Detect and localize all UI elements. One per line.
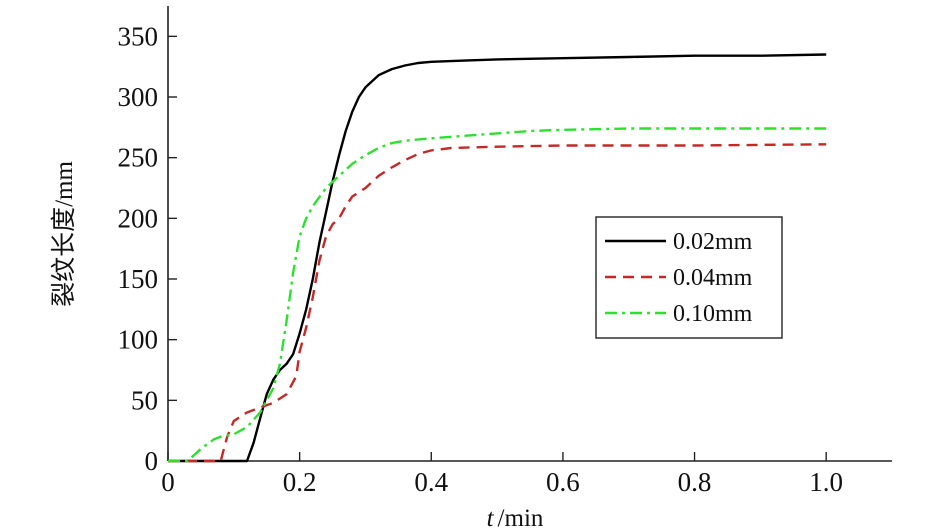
y-tick-label: 300 <box>118 82 159 112</box>
x-tick-label: 0.2 <box>283 467 317 497</box>
y-tick-label: 200 <box>118 203 159 233</box>
y-tick-label: 350 <box>118 21 159 51</box>
series-line-0 <box>168 53 827 463</box>
legend-label-2: 0.10mm <box>673 301 753 327</box>
series-line-2 <box>168 127 827 463</box>
y-tick-label: 0 <box>145 446 159 476</box>
legend-label-1: 0.04mm <box>673 265 753 291</box>
series-line-1 <box>168 143 827 463</box>
legend-label-0: 0.02mm <box>673 229 753 255</box>
x-tick-label: 0 <box>161 467 175 497</box>
series-group <box>168 53 827 463</box>
x-tick-label: 0.8 <box>678 467 712 497</box>
y-tick-label: 100 <box>118 325 159 355</box>
y-tick-label: 50 <box>131 385 158 415</box>
x-tick-label: 0.6 <box>546 467 580 497</box>
x-tick-label: 1.0 <box>809 467 843 497</box>
y-ticks: 0 50 100 150 200 250 300 350 <box>118 21 177 476</box>
x-axis-unit: /min <box>498 505 544 531</box>
axes <box>167 6 892 462</box>
legend: 0.02mm 0.04mm 0.10mm <box>595 216 783 339</box>
x-axis-variable: t <box>487 505 495 531</box>
y-axis-title: 裂纹长度/mm <box>50 161 78 307</box>
x-tick-label: 0.4 <box>414 467 448 497</box>
x-axis-title: t/min <box>487 505 544 531</box>
x-ticks: 0 0.2 0.4 0.6 0.8 1.0 <box>161 452 843 497</box>
y-tick-label: 250 <box>118 143 159 173</box>
y-tick-label: 150 <box>118 264 159 294</box>
